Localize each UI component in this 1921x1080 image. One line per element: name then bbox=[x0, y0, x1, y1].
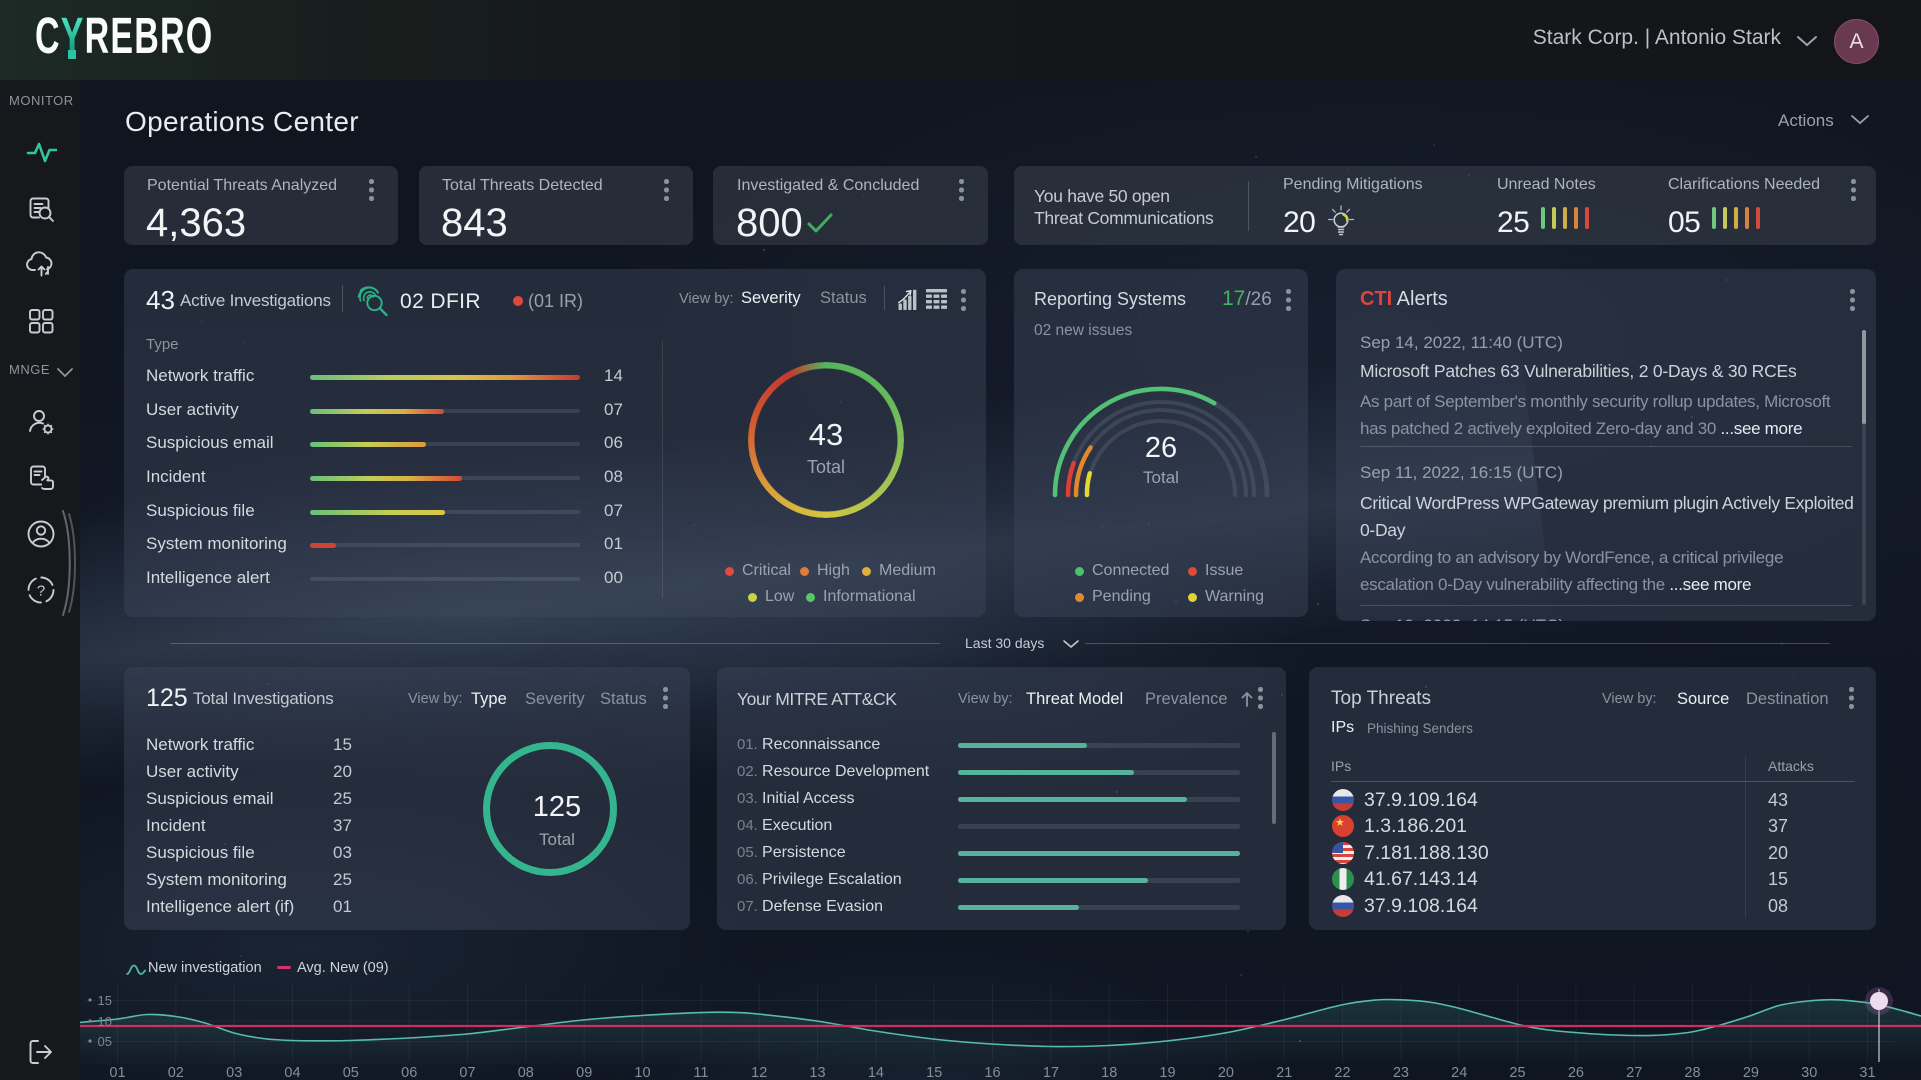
svg-text:07: 07 bbox=[459, 1065, 475, 1080]
svg-text:02: 02 bbox=[168, 1065, 184, 1080]
svg-text:17: 17 bbox=[1043, 1065, 1059, 1080]
svg-text:?: ? bbox=[37, 583, 45, 600]
svg-text:26: 26 bbox=[1568, 1065, 1584, 1080]
svg-text:21: 21 bbox=[1276, 1065, 1292, 1080]
svg-text:05: 05 bbox=[98, 1034, 112, 1049]
svg-text:27: 27 bbox=[1626, 1065, 1642, 1080]
svg-text:19: 19 bbox=[1159, 1065, 1175, 1080]
svg-text:13: 13 bbox=[809, 1065, 825, 1080]
svg-text:04: 04 bbox=[284, 1065, 300, 1080]
svg-text:16: 16 bbox=[984, 1065, 1000, 1080]
svg-text:08: 08 bbox=[518, 1065, 534, 1080]
svg-text:28: 28 bbox=[1684, 1065, 1700, 1080]
svg-text:30: 30 bbox=[1801, 1065, 1817, 1080]
svg-text:05: 05 bbox=[343, 1065, 359, 1080]
svg-text:06: 06 bbox=[401, 1065, 417, 1080]
svg-text:10: 10 bbox=[98, 1014, 112, 1029]
svg-text:15: 15 bbox=[926, 1065, 942, 1080]
svg-text:15: 15 bbox=[98, 993, 112, 1008]
svg-text:31: 31 bbox=[1859, 1065, 1875, 1080]
svg-text:29: 29 bbox=[1743, 1065, 1759, 1080]
svg-text:24: 24 bbox=[1451, 1065, 1467, 1080]
svg-text:10: 10 bbox=[634, 1065, 650, 1080]
svg-text:01: 01 bbox=[109, 1065, 125, 1080]
svg-text:03: 03 bbox=[226, 1065, 242, 1080]
svg-text:23: 23 bbox=[1393, 1065, 1409, 1080]
svg-text:20: 20 bbox=[1218, 1065, 1234, 1080]
svg-text:18: 18 bbox=[1101, 1065, 1117, 1080]
svg-text:11: 11 bbox=[693, 1065, 708, 1080]
svg-text:14: 14 bbox=[868, 1065, 884, 1080]
svg-text:09: 09 bbox=[576, 1065, 592, 1080]
svg-text:12: 12 bbox=[751, 1065, 767, 1080]
svg-text:22: 22 bbox=[1334, 1065, 1350, 1080]
svg-text:25: 25 bbox=[1509, 1065, 1525, 1080]
